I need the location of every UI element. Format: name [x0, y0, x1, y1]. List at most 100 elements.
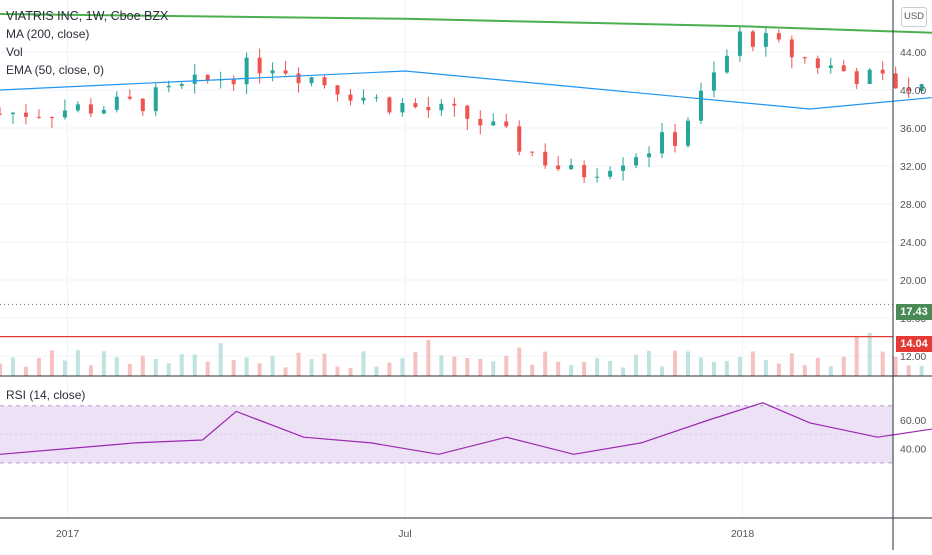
candle-body	[621, 165, 626, 171]
candle-body	[919, 84, 924, 91]
candle-body	[231, 79, 236, 85]
candle-body	[322, 77, 327, 86]
volume-bar	[179, 354, 184, 376]
rsi-line	[0, 402, 932, 455]
rsi-legend[interactable]: RSI (14, close)	[6, 388, 86, 402]
candle-body	[582, 165, 587, 178]
volume-bar	[737, 357, 742, 376]
candle-body	[491, 121, 496, 126]
candle-body	[854, 71, 859, 85]
volume-bar	[880, 351, 885, 376]
support-level-tag: 14.04	[896, 336, 932, 352]
volume-bar	[724, 360, 729, 376]
candle-body	[374, 97, 379, 99]
candle-body	[763, 33, 768, 47]
volume-bar	[828, 366, 833, 376]
candle-body	[750, 31, 755, 47]
volume-bar	[517, 347, 522, 376]
volume-bar	[582, 362, 587, 376]
candle-body	[828, 65, 833, 69]
ema50-line	[0, 70, 932, 110]
volume-bar	[101, 351, 106, 376]
candle-body	[36, 116, 41, 118]
volume-bar	[660, 366, 665, 376]
candle-body	[387, 97, 392, 113]
volume-bar	[919, 365, 924, 376]
volume-bar	[140, 355, 145, 376]
candle-body	[906, 88, 911, 91]
candle-body	[543, 151, 548, 166]
volume-bar	[608, 360, 613, 376]
price-tick-label: 12.00	[900, 351, 926, 363]
volume-bar	[478, 358, 483, 376]
volume-bar	[815, 357, 820, 376]
volume-bar	[543, 351, 548, 376]
candle-body	[153, 87, 158, 112]
ema-legend[interactable]: EMA (50, close, 0)	[6, 63, 105, 77]
volume-bar	[270, 356, 275, 376]
rsi-tick-label: 60.00	[900, 415, 926, 427]
candle-body	[685, 120, 690, 146]
volume-legend[interactable]: Vol	[6, 45, 23, 59]
candle-body	[595, 176, 600, 178]
volume-bar	[595, 358, 600, 376]
volume-bar	[634, 354, 639, 376]
candle-body	[23, 112, 28, 117]
volume-bar	[569, 365, 574, 376]
volume-bar	[192, 354, 197, 376]
candle-body	[62, 110, 67, 118]
candle-body	[841, 65, 846, 72]
chart-title: VIATRIS INC, 1W, Cboe BZX	[6, 9, 169, 23]
candle-body	[127, 96, 132, 99]
candle-body	[452, 103, 457, 106]
candle-body	[166, 85, 171, 88]
candle-body	[335, 85, 340, 95]
volume-bar	[361, 351, 366, 376]
volume-bar	[374, 366, 379, 376]
candle-body	[75, 104, 80, 111]
candle-body	[348, 94, 353, 101]
volume-bar	[23, 366, 28, 376]
volume-bar	[127, 363, 132, 376]
candle-body	[244, 57, 249, 85]
price-tick-label: 24.00	[900, 237, 926, 249]
candle-body	[802, 57, 807, 59]
volume-bar	[62, 360, 67, 376]
price-tick-label: 44.00	[900, 47, 926, 59]
candle-body	[413, 103, 418, 108]
volume-bar	[556, 361, 561, 376]
candle-body	[867, 69, 872, 85]
volume-bar	[685, 351, 690, 376]
volume-bar	[711, 361, 716, 376]
volume-bar	[88, 365, 93, 376]
candle-body	[478, 118, 483, 126]
candle-body	[426, 107, 431, 111]
ma-legend[interactable]: MA (200, close)	[6, 27, 90, 41]
volume-bar	[10, 357, 15, 376]
candle-body	[530, 151, 535, 153]
price-tick-label: 32.00	[900, 161, 926, 173]
candle-body	[776, 33, 781, 40]
time-tick-label: Jul	[398, 528, 411, 540]
volume-bar	[750, 351, 755, 376]
volume-bar	[647, 350, 652, 376]
candle-body	[10, 112, 15, 114]
volume-bar	[0, 363, 2, 376]
volume-bar	[296, 352, 301, 376]
volume-bar	[841, 356, 846, 376]
candle-body	[49, 117, 54, 119]
volume-bar	[802, 365, 807, 376]
price-tick-label: 40.00	[900, 85, 926, 97]
candle-body	[400, 103, 405, 113]
volume-bar	[673, 350, 677, 376]
candle-body	[737, 31, 742, 56]
volume-bar	[75, 350, 80, 376]
volume-bar	[530, 364, 535, 376]
volume-bar	[153, 359, 158, 376]
candle-body	[647, 153, 652, 158]
candle-body	[192, 74, 197, 84]
currency-button[interactable]: USD	[901, 7, 927, 27]
volume-bar	[789, 353, 794, 376]
